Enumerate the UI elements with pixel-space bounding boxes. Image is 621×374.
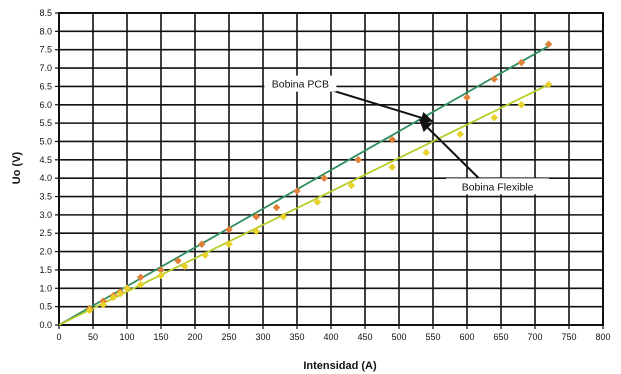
data-point-pcb — [354, 155, 363, 164]
data-point-flexible — [201, 251, 210, 260]
annotations: Bobina PCB Bobina Flexible — [264, 75, 550, 195]
data-point-flexible — [109, 293, 118, 302]
data-point-pcb — [252, 212, 261, 221]
data-point-flexible — [490, 113, 499, 122]
annotation-box-flexible — [446, 178, 550, 195]
y-tick-label: 7.5 — [39, 45, 52, 55]
data-point-pcb — [197, 240, 206, 249]
annotation-label-flexible: Bobina Flexible — [462, 181, 534, 193]
y-tick-label: 2.0 — [39, 247, 52, 257]
data-point-flexible — [517, 100, 526, 109]
y-axis-title: Uo (V) — [11, 151, 23, 184]
x-tick-label: 400 — [323, 332, 338, 342]
x-tick-label: 0 — [56, 332, 61, 342]
y-tick-label: 8.5 — [39, 8, 52, 18]
x-tick-label: 50 — [88, 332, 98, 342]
annotation-arrow-flexible — [418, 118, 482, 181]
x-tick-label: 200 — [187, 332, 202, 342]
x-tick-label: 500 — [391, 332, 406, 342]
y-tick-label: 1.0 — [39, 283, 52, 293]
data-point-flexible — [252, 227, 261, 236]
data-point-flexible — [225, 240, 233, 249]
data-point-pcb — [517, 58, 526, 67]
data-point-pcb — [490, 75, 499, 83]
data-point-flexible — [99, 300, 108, 309]
data-point-flexible — [123, 284, 131, 293]
data-point-pcb — [225, 225, 233, 234]
data-point-flexible — [180, 262, 189, 271]
data-point-flexible — [85, 306, 94, 315]
data-point-pcb — [388, 135, 397, 144]
x-tick-label: 450 — [357, 332, 372, 342]
data-point-flexible — [347, 181, 356, 190]
data-point-pcb — [544, 40, 553, 49]
x-tick-label: 250 — [221, 332, 236, 342]
y-tick-label: 6.0 — [39, 100, 52, 110]
y-tick-label: 6.5 — [39, 81, 52, 91]
y-tick-label: 3.5 — [39, 192, 52, 202]
y-tick-label: 3.0 — [39, 210, 52, 220]
data-point-pcb — [293, 187, 301, 195]
tick-labels: 0 50 100 150 200 250 300 350 400 450 500 550 600 650 7… — [39, 8, 610, 342]
x-tick-label: 150 — [153, 332, 168, 342]
x-tick-label: 750 — [561, 332, 576, 342]
y-tick-label: 4.5 — [39, 155, 52, 165]
x-tick-label: 650 — [493, 332, 508, 342]
data-point-pcb — [272, 203, 281, 212]
data-point-flexible — [313, 198, 322, 206]
x-tick-label: 800 — [595, 332, 610, 342]
x-tick-label: 350 — [289, 332, 304, 342]
x-tick-label: 100 — [119, 332, 134, 342]
data-point-pcb — [463, 93, 471, 102]
plot-frame — [58, 12, 604, 326]
y-tick-label: 7.0 — [39, 63, 52, 73]
data-point-pcb — [174, 256, 182, 265]
data-point-flexible — [157, 271, 165, 280]
data-point-flexible — [422, 148, 431, 157]
x-tick-label: 700 — [527, 332, 542, 342]
data-point-flexible — [388, 163, 397, 172]
y-tick-label: 0.0 — [39, 320, 52, 330]
annotation-box-pcb — [264, 75, 337, 92]
x-tick-label: 550 — [425, 332, 440, 342]
y-tick-label: 1.5 — [39, 265, 52, 275]
data-point-pcb — [320, 174, 329, 183]
annotation-label-pcb: Bobina PCB — [272, 79, 329, 91]
annotation-arrow-pcb — [330, 89, 434, 124]
y-tick-label: 0.5 — [39, 302, 52, 312]
data-point-flexible — [544, 80, 553, 89]
y-tick-label: 8.0 — [39, 26, 52, 36]
data-point-flexible — [116, 289, 125, 298]
x-tick-label: 300 — [255, 332, 270, 342]
y-tick-label: 2.5 — [39, 228, 52, 238]
x-tick-label: 600 — [459, 332, 474, 342]
data-point-flexible — [136, 280, 145, 289]
data-point-flexible — [279, 212, 288, 221]
data-point-flexible — [456, 130, 465, 138]
x-axis-title: Intensidad (A) — [303, 360, 377, 372]
y-tick-label: 5.5 — [39, 118, 52, 128]
y-tick-label: 5.0 — [39, 136, 52, 146]
y-tick-label: 4.0 — [39, 173, 52, 183]
data-points — [85, 40, 553, 315]
